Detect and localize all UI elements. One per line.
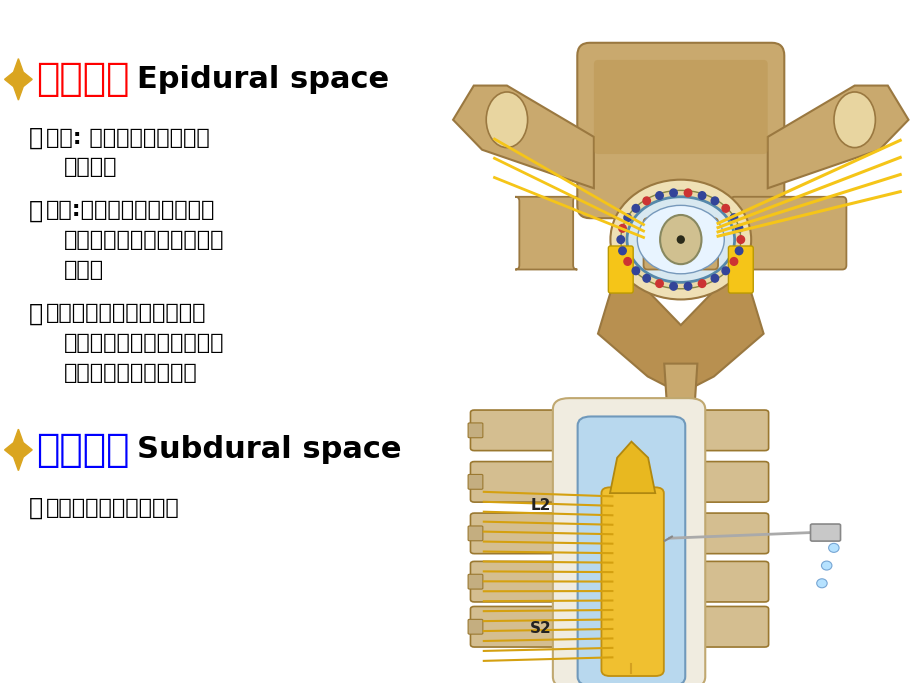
- Circle shape: [684, 282, 691, 290]
- FancyBboxPatch shape: [689, 462, 767, 502]
- Text: －: －: [28, 496, 42, 520]
- Circle shape: [730, 214, 737, 221]
- Circle shape: [642, 275, 650, 282]
- Ellipse shape: [821, 561, 831, 570]
- Circle shape: [655, 192, 663, 199]
- Circle shape: [734, 247, 742, 255]
- Polygon shape: [453, 86, 594, 188]
- Polygon shape: [597, 265, 763, 393]
- Text: 根通过: 根通过: [63, 260, 104, 279]
- Circle shape: [698, 279, 705, 288]
- FancyBboxPatch shape: [470, 562, 573, 602]
- Ellipse shape: [627, 197, 734, 282]
- Circle shape: [698, 192, 705, 199]
- FancyBboxPatch shape: [689, 607, 767, 647]
- FancyBboxPatch shape: [601, 487, 664, 676]
- Circle shape: [734, 224, 742, 232]
- Text: 药物注入此间隙，以阻滞脊: 药物注入此间隙，以阻滞脊: [63, 333, 223, 353]
- Circle shape: [736, 236, 743, 244]
- FancyBboxPatch shape: [470, 607, 573, 647]
- FancyBboxPatch shape: [468, 475, 482, 489]
- Circle shape: [669, 282, 676, 290]
- Ellipse shape: [660, 215, 701, 264]
- FancyBboxPatch shape: [643, 218, 718, 270]
- FancyBboxPatch shape: [577, 43, 784, 218]
- Text: －: －: [28, 126, 42, 150]
- Text: 在硬脊膜与蛛网膜之间: 在硬脊膜与蛛网膜之间: [46, 498, 179, 518]
- Circle shape: [730, 257, 737, 265]
- FancyBboxPatch shape: [552, 398, 705, 688]
- Text: －: －: [28, 302, 42, 325]
- Circle shape: [642, 197, 650, 205]
- Polygon shape: [609, 442, 654, 493]
- Circle shape: [618, 224, 626, 232]
- FancyBboxPatch shape: [468, 620, 482, 634]
- Ellipse shape: [816, 579, 826, 588]
- Circle shape: [721, 204, 729, 213]
- FancyBboxPatch shape: [468, 423, 482, 437]
- Circle shape: [631, 267, 639, 275]
- Text: 骨膜之间: 骨膜之间: [63, 157, 117, 177]
- Polygon shape: [5, 429, 32, 471]
- FancyBboxPatch shape: [564, 642, 692, 656]
- Circle shape: [631, 204, 639, 213]
- Polygon shape: [767, 86, 908, 188]
- Polygon shape: [5, 59, 32, 100]
- Circle shape: [655, 279, 663, 288]
- Text: 位置: 硬脊膜与椎管内面的: 位置: 硬脊膜与椎管内面的: [46, 128, 210, 148]
- FancyBboxPatch shape: [689, 410, 767, 451]
- FancyBboxPatch shape: [564, 451, 692, 466]
- Text: Subdural space: Subdural space: [137, 435, 402, 464]
- Circle shape: [669, 189, 676, 197]
- FancyBboxPatch shape: [810, 524, 840, 541]
- Circle shape: [676, 235, 684, 244]
- FancyBboxPatch shape: [564, 503, 692, 517]
- Text: 硬膜外隙: 硬膜外隙: [36, 60, 130, 99]
- Text: L2: L2: [530, 498, 550, 513]
- Text: S2: S2: [529, 621, 551, 636]
- Ellipse shape: [834, 92, 875, 148]
- FancyBboxPatch shape: [470, 410, 573, 451]
- Text: 淋巴管和静脉丛，有脊神经: 淋巴管和静脉丛，有脊神经: [63, 230, 223, 250]
- Circle shape: [623, 257, 630, 265]
- FancyBboxPatch shape: [564, 551, 692, 565]
- Text: －: －: [28, 199, 42, 222]
- FancyBboxPatch shape: [468, 526, 482, 541]
- Circle shape: [617, 236, 624, 244]
- Circle shape: [710, 275, 718, 282]
- FancyBboxPatch shape: [468, 574, 482, 589]
- FancyBboxPatch shape: [470, 462, 573, 502]
- FancyBboxPatch shape: [689, 562, 767, 602]
- FancyBboxPatch shape: [577, 417, 685, 686]
- Circle shape: [623, 214, 630, 221]
- Text: 神经根内的神经传导。: 神经根内的神经传导。: [63, 363, 197, 382]
- FancyBboxPatch shape: [564, 600, 692, 613]
- FancyBboxPatch shape: [515, 197, 577, 270]
- Text: 临床进行硬膜外麻醉，是将: 临床进行硬膜外麻醉，是将: [46, 304, 206, 323]
- FancyBboxPatch shape: [594, 60, 767, 154]
- Circle shape: [684, 189, 691, 197]
- Circle shape: [710, 197, 718, 205]
- FancyBboxPatch shape: [470, 513, 573, 553]
- Text: Epidural space: Epidural space: [137, 65, 389, 94]
- Ellipse shape: [828, 543, 838, 553]
- Text: 硬膜下隙: 硬膜下隙: [36, 431, 130, 469]
- Ellipse shape: [486, 92, 528, 148]
- FancyBboxPatch shape: [730, 197, 845, 270]
- FancyBboxPatch shape: [728, 246, 753, 293]
- FancyBboxPatch shape: [607, 246, 632, 293]
- Circle shape: [618, 247, 626, 255]
- Ellipse shape: [637, 206, 723, 274]
- FancyBboxPatch shape: [689, 513, 767, 553]
- Polygon shape: [664, 364, 697, 428]
- Text: 内容:疏松结缔组织、脂肪、: 内容:疏松结缔组织、脂肪、: [46, 201, 215, 220]
- Ellipse shape: [610, 179, 751, 299]
- Ellipse shape: [620, 190, 740, 288]
- Circle shape: [721, 267, 729, 275]
